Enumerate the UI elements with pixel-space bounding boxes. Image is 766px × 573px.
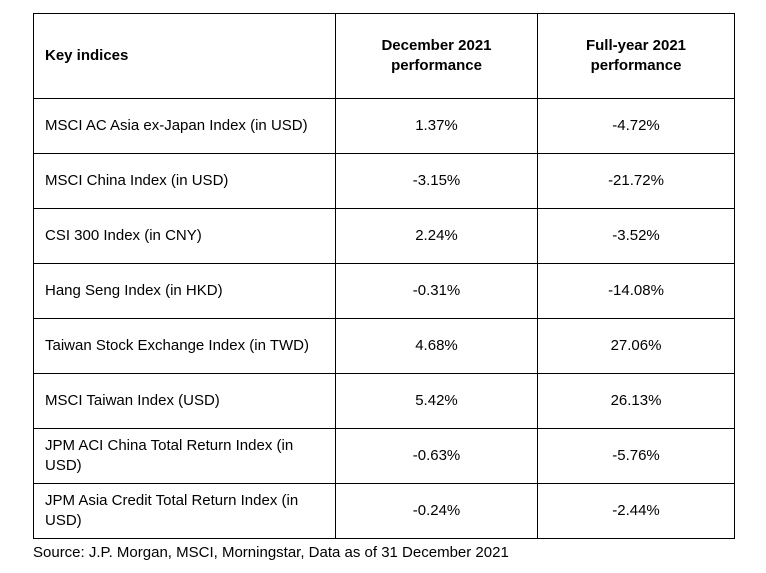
index-name: Hang Seng Index (in HKD): [33, 263, 336, 319]
december-value: 5.42%: [335, 373, 538, 429]
header-key-indices: Key indices: [33, 13, 336, 99]
index-name: MSCI China Index (in USD): [33, 153, 336, 209]
full-year-value: -5.76%: [537, 428, 735, 484]
full-year-value: -3.52%: [537, 208, 735, 264]
index-name: MSCI AC Asia ex-Japan Index (in USD): [33, 98, 336, 154]
full-year-value: -14.08%: [537, 263, 735, 319]
december-value: 2.24%: [335, 208, 538, 264]
table-row: MSCI China Index (in USD) -3.15% -21.72%: [33, 153, 735, 209]
header-fullyear-line2: performance: [590, 57, 682, 74]
december-value: -0.31%: [335, 263, 538, 319]
december-value: -0.24%: [335, 483, 538, 539]
full-year-value: 26.13%: [537, 373, 735, 429]
december-value: 4.68%: [335, 318, 538, 374]
december-value: 1.37%: [335, 98, 538, 154]
header-row: Key indices December 2021 performance Fu…: [33, 13, 735, 99]
header-december-line2: performance: [391, 57, 482, 74]
december-value: -3.15%: [335, 153, 538, 209]
table-row: MSCI AC Asia ex-Japan Index (in USD) 1.3…: [33, 98, 735, 154]
performance-table: Key indices December 2021 performance Fu…: [33, 13, 735, 539]
table-row: CSI 300 Index (in CNY) 2.24% -3.52%: [33, 208, 735, 264]
full-year-value: -21.72%: [537, 153, 735, 209]
table-row: Taiwan Stock Exchange Index (in TWD) 4.6…: [33, 318, 735, 374]
index-name: Taiwan Stock Exchange Index (in TWD): [33, 318, 336, 374]
header-fullyear-line1: Full-year 2021: [585, 37, 687, 54]
table-row: JPM Asia Credit Total Return Index (in U…: [33, 483, 735, 539]
table-row: MSCI Taiwan Index (USD) 5.42% 26.13%: [33, 373, 735, 429]
source-note: Source: J.P. Morgan, MSCI, Morningstar, …: [33, 544, 509, 561]
december-value: -0.63%: [335, 428, 538, 484]
index-name: CSI 300 Index (in CNY): [33, 208, 336, 264]
header-fullyear-performance: Full-year 2021 performance: [537, 13, 735, 99]
index-name: JPM ACI China Total Return Index (in USD…: [33, 428, 336, 484]
header-december-line1: December 2021: [381, 37, 492, 54]
table-row: JPM ACI China Total Return Index (in USD…: [33, 428, 735, 484]
index-name: MSCI Taiwan Index (USD): [33, 373, 336, 429]
full-year-value: -4.72%: [537, 98, 735, 154]
table-row: Hang Seng Index (in HKD) -0.31% -14.08%: [33, 263, 735, 319]
index-name: JPM Asia Credit Total Return Index (in U…: [33, 483, 336, 539]
header-december-performance: December 2021 performance: [335, 13, 538, 99]
full-year-value: -2.44%: [537, 483, 735, 539]
full-year-value: 27.06%: [537, 318, 735, 374]
